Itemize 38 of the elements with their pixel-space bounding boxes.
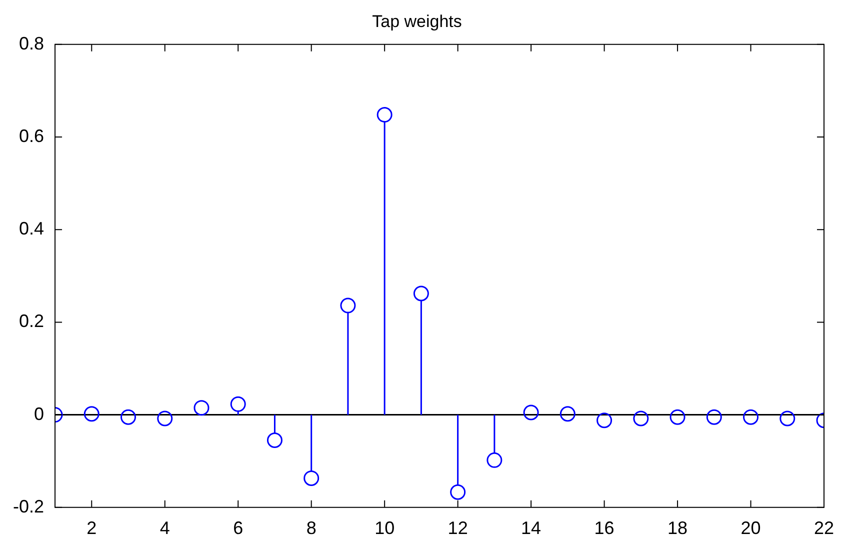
point	[670, 409, 686, 425]
x-tick-label: 6	[233, 518, 244, 538]
point	[560, 406, 576, 422]
point	[230, 396, 246, 412]
x-tick-label: 20	[740, 518, 761, 538]
point	[596, 412, 612, 428]
point	[194, 400, 210, 416]
point	[120, 409, 136, 425]
chart-title: Tap weights	[372, 12, 462, 31]
y-tick-label: 0.8	[18, 33, 44, 54]
x-tick-label: 10	[374, 518, 395, 538]
point	[340, 298, 356, 314]
point	[450, 484, 466, 500]
point	[157, 410, 173, 426]
point	[413, 286, 429, 302]
point	[706, 409, 722, 425]
y-tick-label: 0	[34, 404, 44, 424]
y-tick-label: -0.2	[12, 496, 44, 516]
point	[743, 409, 759, 425]
point	[304, 470, 320, 486]
point	[266, 432, 282, 448]
x-tick-label: 12	[448, 518, 468, 538]
x-tick-label: 14	[521, 518, 542, 538]
x-tick-label: 18	[668, 518, 688, 538]
point	[780, 410, 796, 426]
point	[523, 404, 539, 420]
point	[633, 410, 649, 426]
x-tick-label: 2	[86, 518, 97, 538]
y-tick-label: 0.2	[18, 311, 44, 332]
x-tick-label: 22	[814, 518, 834, 538]
x-tick-label: 8	[306, 518, 316, 538]
point	[486, 452, 502, 468]
y-tick-label: 0.6	[18, 126, 44, 146]
x-tick-label: 16	[594, 518, 614, 538]
point	[84, 406, 100, 422]
y-tick-label: 0.4	[18, 218, 44, 239]
point	[376, 107, 392, 123]
x-tick-label: 4	[160, 518, 170, 538]
